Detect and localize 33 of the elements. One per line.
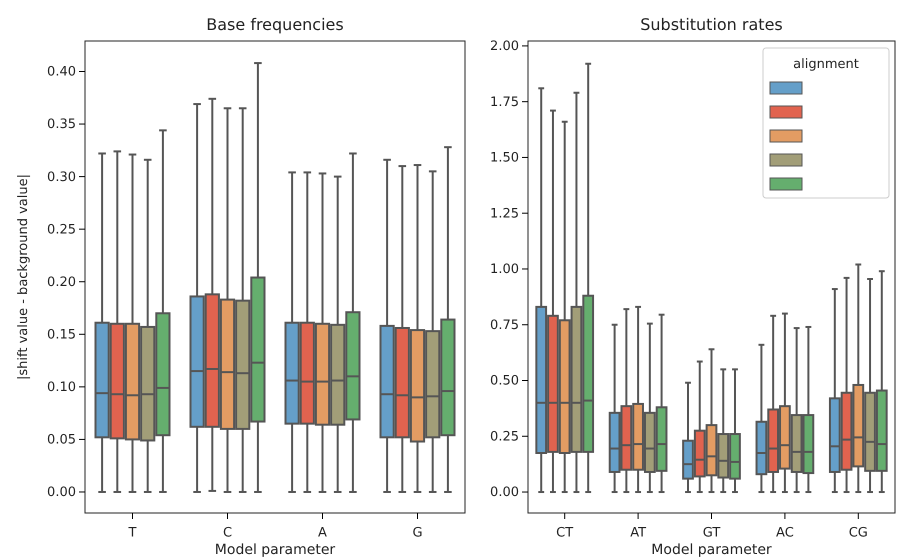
- y-tick-label: 1.00: [490, 262, 519, 278]
- x-tick-label: CT: [556, 525, 574, 540]
- y-tick-label: 1.25: [490, 206, 519, 222]
- x-tick-label: A: [318, 525, 328, 540]
- y-tick-label: 2.00: [490, 39, 519, 54]
- y-tick-label: 1.75: [490, 94, 519, 110]
- y-tick-label: 0.50: [490, 374, 519, 389]
- x-tick-label: AT: [630, 525, 646, 540]
- x-tick-label: G: [412, 525, 423, 540]
- x-tick-label: GT: [702, 525, 720, 540]
- y-tick-label: 0.25: [490, 429, 519, 444]
- chart-title: Base frequencies: [206, 15, 344, 34]
- x-tick-label: AC: [776, 525, 794, 540]
- y-tick-label: 0.35: [47, 117, 76, 132]
- y-tick-label: 0.30: [47, 170, 76, 185]
- y-tick-label: 0.25: [47, 222, 76, 238]
- y-tick-label: 1.50: [490, 150, 519, 166]
- y-tick-label: 0.40: [47, 64, 76, 80]
- y-tick-label: 0.00: [47, 485, 76, 500]
- x-tick-label: CG: [848, 525, 868, 540]
- x-tick-label: T: [128, 525, 137, 540]
- y-tick-label: 0.20: [47, 274, 76, 290]
- y-tick-label: 0.00: [490, 485, 519, 500]
- y-tick-label: 0.15: [47, 327, 76, 342]
- x-tick-label: C: [222, 525, 232, 540]
- x-axis-title: Model parameter: [651, 542, 772, 558]
- y-axis-title: |shift value - background value|: [16, 174, 31, 380]
- y-tick-label: 0.05: [47, 432, 76, 448]
- x-axis-title: Model parameter: [214, 542, 336, 558]
- y-tick-label: 0.10: [47, 380, 76, 396]
- chart-title: Substitution rates: [640, 15, 783, 34]
- y-tick-label: 0.75: [490, 318, 519, 333]
- legend-title: alignment: [793, 57, 859, 72]
